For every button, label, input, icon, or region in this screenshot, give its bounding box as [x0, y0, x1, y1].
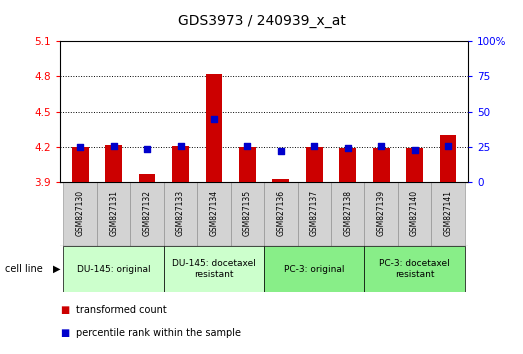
Bar [365, 182, 398, 246]
Text: GSM827132: GSM827132 [143, 190, 152, 236]
Bar [72, 147, 88, 182]
Text: GDS3973 / 240939_x_at: GDS3973 / 240939_x_at [178, 14, 345, 28]
Bar [130, 182, 164, 246]
Bar [264, 246, 365, 292]
Text: percentile rank within the sample: percentile rank within the sample [76, 328, 241, 338]
Bar [298, 182, 331, 246]
Bar [440, 135, 457, 182]
Bar [306, 147, 323, 182]
Text: GSM827138: GSM827138 [343, 190, 352, 236]
Point [76, 144, 84, 150]
Bar [431, 182, 465, 246]
Text: GSM827137: GSM827137 [310, 190, 319, 236]
Bar [339, 148, 356, 182]
Text: cell line: cell line [5, 264, 43, 274]
Text: GSM827133: GSM827133 [176, 190, 185, 236]
Point [243, 143, 252, 149]
Point [411, 147, 419, 153]
Bar [172, 146, 189, 182]
Text: GSM827141: GSM827141 [444, 190, 452, 236]
Bar [206, 74, 222, 182]
Text: GSM827136: GSM827136 [276, 190, 286, 236]
Bar [197, 182, 231, 246]
Bar [272, 179, 289, 182]
Text: ■: ■ [60, 305, 70, 315]
Point [109, 143, 118, 149]
Point [143, 147, 151, 152]
Bar [63, 182, 97, 246]
Bar [105, 144, 122, 182]
Bar [97, 182, 130, 246]
Bar [231, 182, 264, 246]
Bar [365, 246, 465, 292]
Point [176, 143, 185, 149]
Text: GSM827134: GSM827134 [209, 190, 219, 236]
Point [344, 145, 352, 151]
Text: PC-3: docetaxel
resistant: PC-3: docetaxel resistant [379, 259, 450, 279]
Bar [239, 147, 256, 182]
Point [277, 148, 285, 154]
Text: DU-145: original: DU-145: original [77, 264, 151, 274]
Text: GSM827139: GSM827139 [377, 190, 385, 236]
Text: transformed count: transformed count [76, 305, 167, 315]
Bar [398, 182, 431, 246]
Text: ▶: ▶ [53, 264, 60, 274]
Text: GSM827130: GSM827130 [76, 190, 85, 236]
Point [310, 143, 319, 149]
Point [377, 143, 385, 149]
Text: GSM827131: GSM827131 [109, 190, 118, 236]
Bar [373, 148, 390, 182]
Text: ■: ■ [60, 328, 70, 338]
Bar [139, 174, 155, 182]
Text: DU-145: docetaxel
resistant: DU-145: docetaxel resistant [172, 259, 256, 279]
Text: PC-3: original: PC-3: original [284, 264, 345, 274]
Point [210, 116, 218, 122]
Text: GSM827140: GSM827140 [410, 190, 419, 236]
Bar [164, 182, 197, 246]
Bar [264, 182, 298, 246]
Point [444, 143, 452, 149]
Bar [63, 246, 164, 292]
Bar [331, 182, 365, 246]
Bar [164, 246, 264, 292]
Bar [406, 148, 423, 182]
Text: GSM827135: GSM827135 [243, 190, 252, 236]
